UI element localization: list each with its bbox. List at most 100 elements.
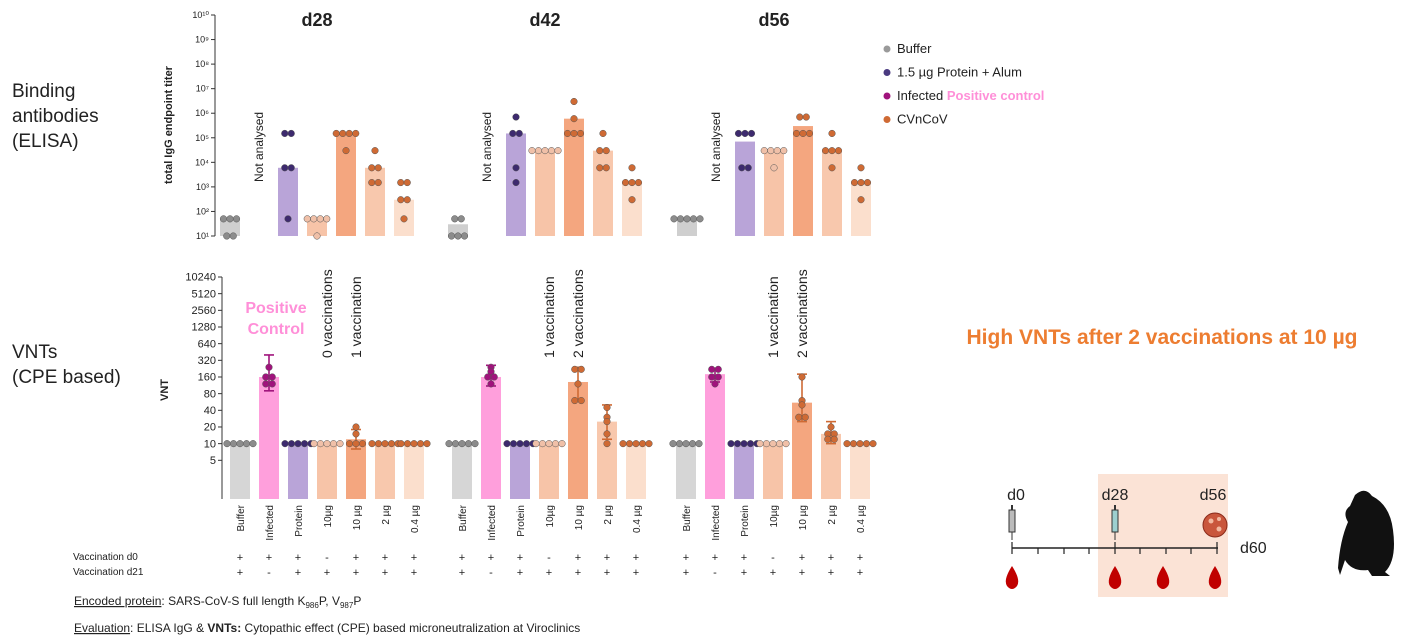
data-point [281,130,288,137]
group-title: d42 [529,10,560,30]
vaccination-sign: + [324,567,330,579]
data-point [712,381,719,388]
data-point [571,115,578,122]
data-point [796,114,803,121]
data-point [227,216,234,223]
x-tick-label: 2 µg [381,505,392,525]
figure: Binding antibodies (ELISA) VNTs (CPE bas… [0,0,1419,641]
x-tick-label: Protein [516,505,527,537]
data-point [539,440,546,447]
data-point [285,216,292,223]
note-text: VNTs: [207,621,241,635]
bar [735,142,755,236]
data-point [770,440,777,447]
data-point [397,196,404,203]
data-point [578,397,585,404]
data-point [850,440,857,447]
data-point [763,440,770,447]
data-point [603,147,610,154]
data-point [513,179,520,186]
y-tick-label: 40 [204,405,216,417]
data-point [670,440,677,447]
bar [851,183,871,236]
y-tick-label: 10² [196,206,209,216]
data-point [829,147,836,154]
panel-label: VNTs [12,342,57,363]
data-point [375,164,382,171]
data-point [223,233,230,240]
data-point [317,440,324,447]
data-point [465,440,472,447]
y-tick-label: 10240 [185,272,216,284]
data-point [747,440,754,447]
bar [510,444,530,499]
data-point [629,196,636,203]
bar [365,168,385,236]
data-point [404,179,411,186]
data-point [858,164,865,171]
data-point [398,440,405,447]
data-point [824,436,831,443]
data-point [353,440,360,447]
y-axis-title: total IgG endpoint titer [163,65,175,184]
bar [404,444,424,499]
data-point [757,440,764,447]
data-point [799,374,806,381]
data-point [735,130,742,137]
y-tick-label: 640 [198,338,216,350]
vaccination-note: 1 vaccination [765,276,781,358]
data-point [546,440,553,447]
vaccination-sign: + [266,552,272,564]
data-point [799,402,806,409]
hamster [1338,491,1394,576]
data-point [600,130,607,137]
data-point [552,440,559,447]
data-point [715,374,722,381]
data-point [404,196,411,203]
vaccination-sign: - [713,567,717,579]
vaccination-sign: - [771,552,775,564]
data-point [352,130,359,137]
legend-label: CVnCoV [897,112,948,127]
data-point [604,431,611,438]
data-point [417,440,424,447]
data-point [783,440,790,447]
data-point [728,440,735,447]
vaccination-sign: + [828,552,834,564]
legend-text: Buffer [897,41,932,56]
data-point [575,381,582,388]
data-point [446,440,453,447]
data-point [484,374,491,381]
data-point [831,436,838,443]
data-point [375,440,382,447]
vaccination-note: 2 vaccinations [794,269,810,358]
bar [822,151,842,236]
y-tick-label: 5120 [192,288,216,300]
x-tick-label: Infected [265,505,276,541]
data-point [314,233,321,240]
note-term: Evaluation [74,621,130,635]
timeline-label: d28 [1102,487,1129,504]
data-point [542,147,549,154]
data-point [761,147,768,154]
data-point [774,147,781,154]
data-point [382,440,389,447]
data-point [620,440,627,447]
syringe [1009,505,1015,540]
data-point [262,381,269,388]
data-point [282,440,289,447]
data-point [745,164,752,171]
bar [452,444,472,499]
data-point [741,440,748,447]
x-tick-label: Protein [740,505,751,537]
data-point [224,440,231,447]
data-point [353,431,360,438]
x-tick-label: 10 µg [352,505,363,530]
headline: High VNTs after 2 vaccinations at 10 µg [967,326,1358,349]
bar [734,444,754,499]
data-point [559,440,566,447]
data-point [677,216,684,223]
data-point [330,440,337,447]
vaccination-sign: + [382,567,388,579]
data-point [509,130,516,137]
